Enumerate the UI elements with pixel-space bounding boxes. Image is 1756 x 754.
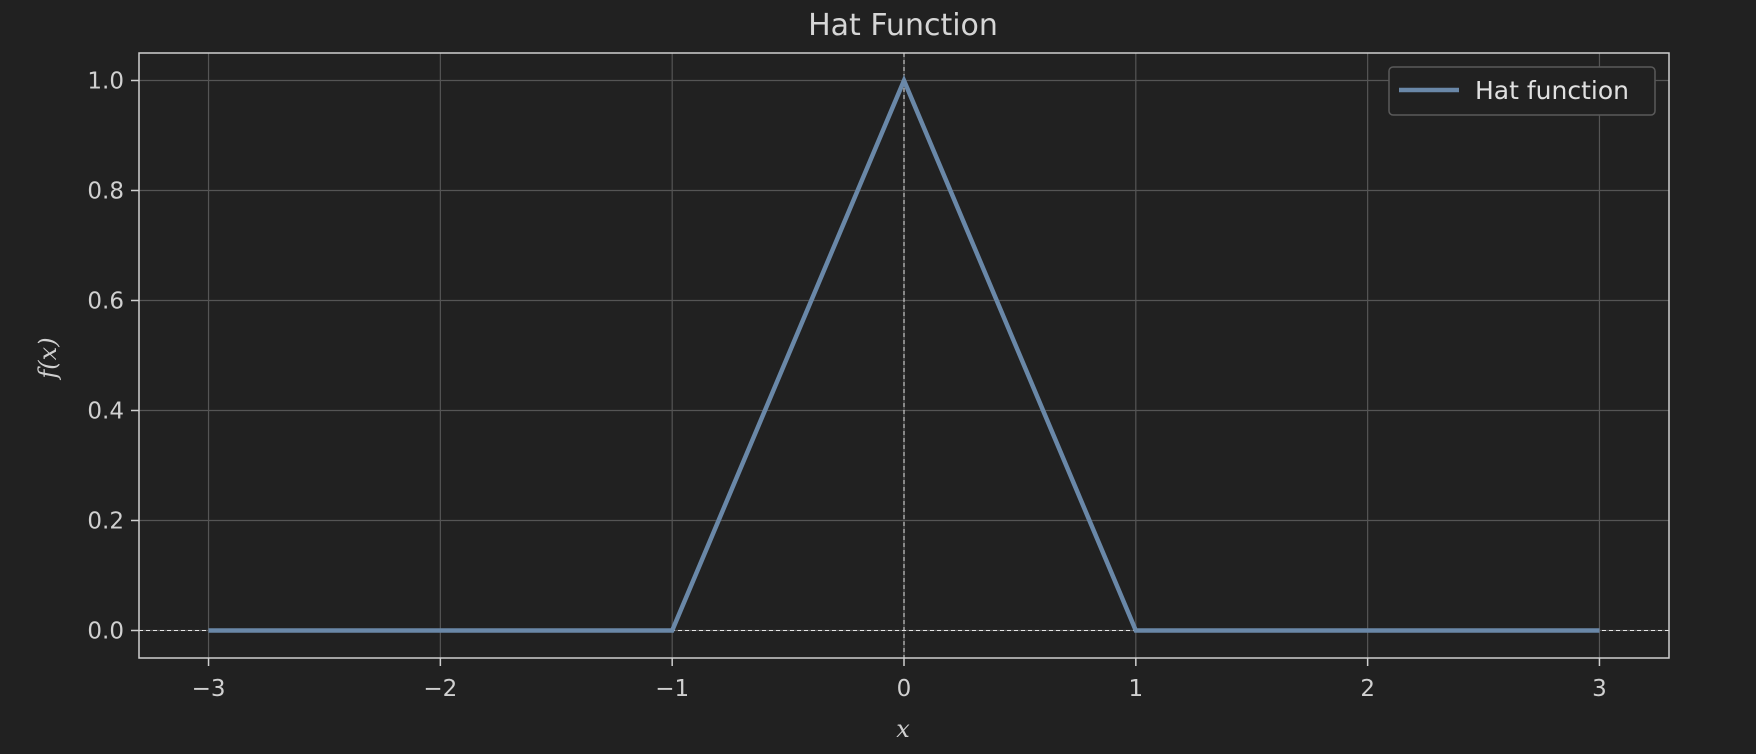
- legend-box: [1388, 66, 1656, 116]
- series-line-hat-function: [208, 74, 1600, 633]
- x-tick-label: −1: [655, 676, 689, 702]
- series-layer: [208, 74, 1600, 633]
- x-tick-label: −3: [192, 676, 226, 702]
- x-tick-label: 3: [1592, 676, 1607, 702]
- y-tick-label: 0.4: [87, 399, 124, 425]
- x-axis-label: x: [896, 715, 910, 743]
- legend: Hat function: [1388, 66, 1656, 116]
- legend-label: Hat function: [1475, 76, 1629, 105]
- x-tick-label: 1: [1128, 676, 1143, 702]
- y-tick-label: 0.8: [87, 179, 124, 205]
- x-tick-label: −2: [423, 676, 457, 702]
- x-axis: −3 −2 −1 0 1 2 3: [192, 658, 1607, 702]
- y-axis-label: f(x): [34, 337, 62, 380]
- x-tick-label: 2: [1360, 676, 1375, 702]
- y-tick-label: 1.0: [87, 69, 124, 95]
- y-tick-label: 0.6: [87, 289, 124, 315]
- x-tick-label: 0: [897, 676, 912, 702]
- y-axis: 0.0 0.2 0.4 0.6 0.8 1.0: [87, 69, 139, 645]
- y-tick-label: 0.0: [87, 619, 124, 645]
- chart-title: Hat Function: [808, 8, 998, 43]
- y-tick-label: 0.2: [87, 509, 124, 535]
